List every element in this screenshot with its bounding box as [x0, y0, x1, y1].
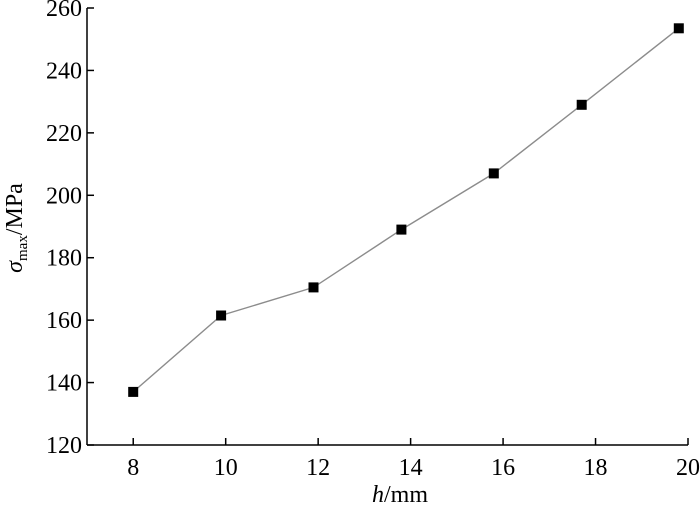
x-tick-label: 20	[676, 455, 700, 481]
x-tick-label: 12	[306, 455, 330, 481]
y-tick-label: 240	[46, 58, 82, 84]
x-axis-ticks: 8 10 12 14 16 18 20	[127, 438, 700, 481]
data-point	[576, 99, 587, 110]
y-tick-label: 140	[46, 371, 82, 397]
data-series	[128, 23, 684, 397]
y-tick-label: 160	[46, 308, 82, 334]
y-axis-label-subscript: max	[15, 235, 31, 261]
x-axis-label-symbol: h	[372, 482, 384, 508]
data-point	[308, 282, 319, 293]
y-tick-label: 220	[46, 121, 82, 147]
data-point	[128, 386, 139, 397]
series-line	[132, 27, 680, 393]
data-point	[396, 224, 407, 235]
x-axis-label-unit: /mm	[384, 482, 428, 508]
y-tick-label: 120	[46, 433, 82, 459]
x-tick-label: 16	[491, 455, 515, 481]
y-axis-ticks: 120 140 160 180 200 220 240 260	[46, 0, 94, 459]
y-axis-label: σmax/MPa	[2, 183, 31, 273]
axes	[86, 8, 688, 446]
x-axis-label: h/mm	[372, 482, 428, 508]
y-tick-label: 260	[46, 0, 82, 22]
y-axis-label-symbol: σ	[2, 260, 28, 273]
data-point	[216, 310, 227, 321]
x-tick-label: 18	[584, 455, 608, 481]
y-tick-label: 200	[46, 183, 82, 209]
y-tick-label: 180	[46, 246, 82, 272]
data-point	[673, 23, 684, 34]
x-tick-label: 10	[214, 455, 238, 481]
x-tick-label: 8	[127, 455, 139, 481]
data-point	[488, 168, 499, 179]
x-tick-label: 14	[399, 455, 423, 481]
y-axis-label-unit: /MPa	[2, 183, 28, 235]
